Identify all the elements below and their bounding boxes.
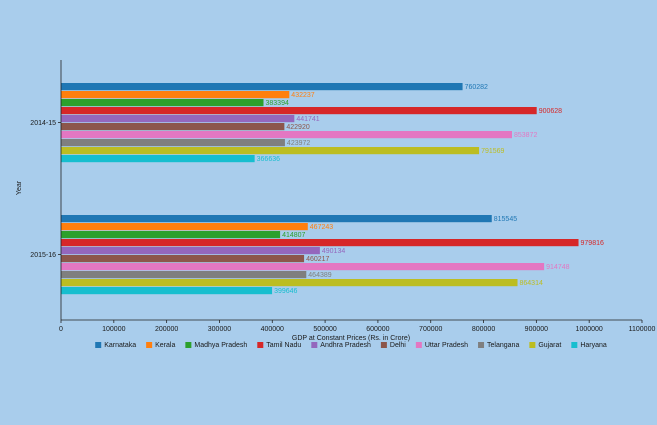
bar <box>61 279 518 287</box>
bar <box>61 231 281 239</box>
data-label: 366636 <box>257 156 280 163</box>
legend-swatch <box>478 342 485 348</box>
bar <box>61 147 480 155</box>
legend-swatch <box>571 342 578 348</box>
x-tick-label: 800000 <box>472 326 495 333</box>
bar <box>61 263 545 271</box>
bar <box>61 91 290 99</box>
x-tick-label: 700000 <box>419 326 442 333</box>
x-tick-label: 600000 <box>366 326 389 333</box>
legend-item: Tamil Nadu <box>257 342 301 349</box>
legend-item: Gujarat <box>529 342 561 349</box>
y-axis-title: Year <box>16 180 23 195</box>
data-label: 791569 <box>481 148 504 155</box>
bar <box>61 247 320 255</box>
legend: Karnataka Kerala Madhya Pradesh Tamil Nadu A… <box>95 342 607 349</box>
bar <box>61 271 307 279</box>
legend-label: Gujarat <box>538 342 561 349</box>
bar <box>61 115 295 123</box>
x-axis-title: GDP at Constant Prices (Rs. in Crore) <box>292 335 410 342</box>
legend-swatch <box>380 342 387 348</box>
data-label: 422920 <box>286 124 309 131</box>
data-label: 864314 <box>520 280 543 287</box>
x-tick-label: 200000 <box>155 326 178 333</box>
legend-label: Kerala <box>155 342 175 349</box>
bar <box>61 155 255 163</box>
legend-swatch <box>146 342 153 348</box>
x-tick-label: 1000000 <box>576 326 603 333</box>
bar <box>61 139 285 147</box>
legend-swatch <box>311 342 318 348</box>
legend-item: Kerala <box>146 342 175 349</box>
data-label: 815545 <box>494 216 517 223</box>
x-tick-label: 0 <box>59 326 63 333</box>
legend-label: Tamil Nadu <box>266 342 301 349</box>
bar <box>61 223 308 231</box>
bars-layer <box>61 83 579 295</box>
bar <box>61 123 285 131</box>
bar <box>61 239 579 247</box>
x-tick-label: 300000 <box>208 326 231 333</box>
bar <box>61 287 273 295</box>
legend-item: Andhra Pradesh <box>311 342 371 349</box>
legend-item: Delhi <box>380 342 406 349</box>
data-label: 399646 <box>274 288 297 295</box>
data-label: 441741 <box>296 116 319 123</box>
legend-label: Telangana <box>487 342 519 349</box>
x-tick-label: 100000 <box>102 326 125 333</box>
legend-item: Haryana <box>571 342 607 349</box>
legend-item: Telangana <box>478 342 519 349</box>
legend-item: Madhya Pradesh <box>185 342 247 349</box>
x-tick-label: 500000 <box>313 326 336 333</box>
legend-swatch <box>185 342 192 348</box>
x-tick-label: 1100000 <box>629 326 656 333</box>
bar <box>61 215 492 223</box>
legend-label: Haryana <box>580 342 607 349</box>
legend-swatch <box>95 342 102 348</box>
data-label: 979816 <box>581 240 604 247</box>
legend-swatch <box>257 342 264 348</box>
data-label: 900628 <box>539 108 562 115</box>
legend-item: Uttar Pradesh <box>415 342 468 349</box>
x-tick-label: 900000 <box>525 326 548 333</box>
legend-label: Uttar Pradesh <box>425 342 468 349</box>
x-tick-label: 400000 <box>261 326 284 333</box>
legend-swatch <box>415 342 422 348</box>
data-label: 460217 <box>306 256 329 263</box>
bar <box>61 255 305 263</box>
data-label: 414807 <box>282 232 305 239</box>
legend-label: Delhi <box>390 342 406 349</box>
x-ticks-layer: 0 100000 200000 300000 400000 500000 600000 700… <box>59 320 655 333</box>
data-label: 914748 <box>546 264 569 271</box>
data-label: 383394 <box>266 100 289 107</box>
data-label: 423972 <box>287 140 310 147</box>
bar <box>61 99 264 107</box>
legend-label: Andhra Pradesh <box>320 342 371 349</box>
data-label: 490134 <box>322 248 345 255</box>
data-label: 853872 <box>514 132 537 139</box>
data-label: 464389 <box>308 272 331 279</box>
category-label: 2014-15 <box>30 120 56 127</box>
category-labels-layer: 2014-15 2015-16 <box>30 120 61 259</box>
legend-label: Karnataka <box>104 342 136 349</box>
data-label: 432237 <box>291 92 314 99</box>
data-label: 467243 <box>310 224 333 231</box>
data-label: 760282 <box>465 84 488 91</box>
legend-label: Madhya Pradesh <box>194 342 247 349</box>
category-label: 2015-16 <box>30 252 56 259</box>
legend-item: Karnataka <box>95 342 136 349</box>
legend-swatch <box>529 342 536 348</box>
bar <box>61 83 463 91</box>
bar <box>61 107 537 115</box>
axes-layer <box>60 60 642 321</box>
bar <box>61 131 512 139</box>
